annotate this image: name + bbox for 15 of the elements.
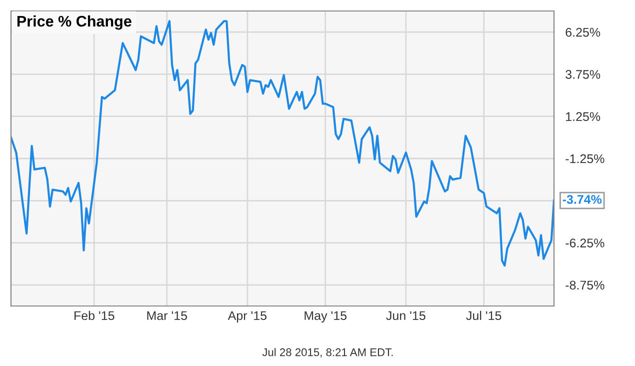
- x-tick-label: Jun '15: [386, 311, 426, 320]
- chart-title: Price % Change: [17, 15, 132, 30]
- y-tick-label: -1.25%: [566, 154, 604, 164]
- y-tick-label: 6.25%: [566, 28, 600, 37]
- x-tick-label: Jul '15: [466, 310, 502, 320]
- x-tick-label: Feb '15: [74, 310, 114, 320]
- x-tick-label: Apr '15: [228, 311, 267, 323]
- y-tick-label: -6.25%: [566, 238, 604, 248]
- text: Jul 28 2015, 8:21 AM EDT.: [262, 348, 393, 358]
- y-tick-label: 1.25%: [566, 112, 600, 122]
- x-tick-label: Mar '15: [147, 311, 188, 320]
- x-tick-label: May '15: [304, 311, 347, 323]
- annotation: -3.74%: [562, 194, 602, 204]
- y-tick-label: 3.75%: [566, 70, 600, 79]
- y-tick-label: -8.75%: [566, 280, 604, 290]
